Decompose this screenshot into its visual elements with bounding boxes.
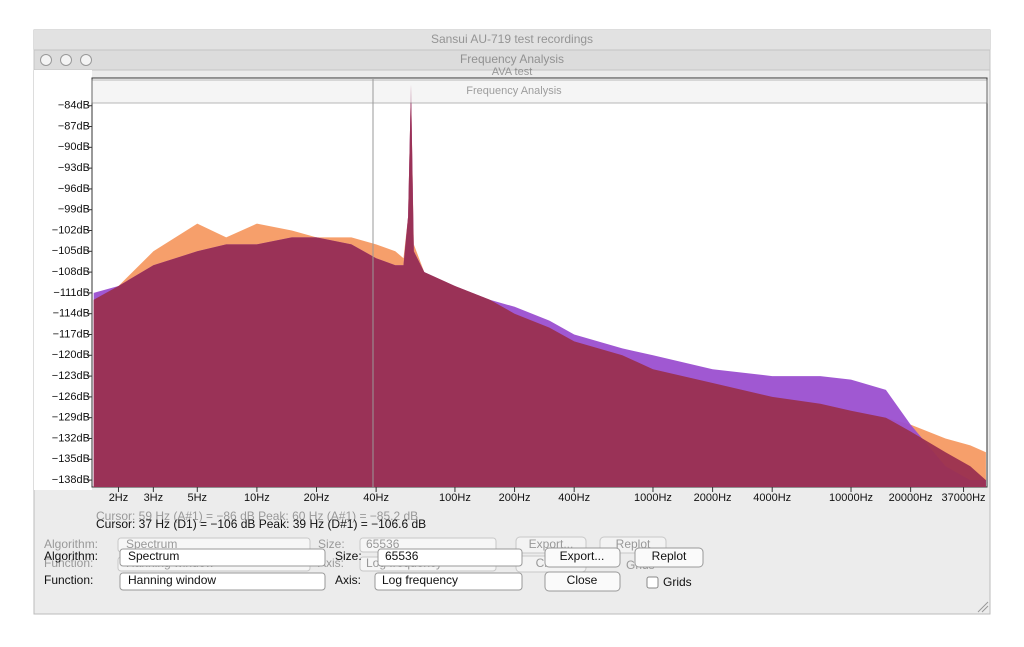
label: Size: [318,537,345,551]
x-tick-label: 37000Hz [942,492,986,504]
y-tick-label: −108dB [52,266,90,278]
label: Size: [335,549,362,563]
y-tick-label: −93dB [58,162,90,174]
y-tick-label: −135dB [52,453,90,465]
x-tick-label: 400Hz [558,492,590,504]
select-value: 65536 [385,549,419,563]
select-value: Log frequency [382,573,458,587]
window-title: Sansui AU-719 test recordings [431,32,593,46]
y-tick-label: −102dB [52,224,90,236]
x-tick-label: 200Hz [499,492,531,504]
cursor-readout: Cursor: 59 Hz (A#1) = −86 dB Peak: 60 Hz… [96,509,418,523]
button-label: Close [567,573,598,587]
label: Axis: [335,573,361,587]
checkbox[interactable] [646,576,659,589]
x-tick-label: 20Hz [304,492,330,504]
close-button[interactable] [40,54,52,66]
title-bar [33,49,991,71]
x-tick-label: 10000Hz [829,492,873,504]
y-tick-label: −90dB [58,141,90,153]
y-axis-panel [34,70,92,490]
x-tick-label: 5Hz [188,492,208,504]
button[interactable] [544,571,621,592]
button-label: Replot [652,549,687,563]
y-tick-label: −96dB [58,183,90,195]
y-tick-label: −117dB [53,328,90,340]
x-tick-label: 20000Hz [889,492,933,504]
label: Function: [44,556,93,570]
select-value: Spectrum [128,549,179,563]
y-tick-label: −129dB [52,412,90,424]
x-tick-label: 2000Hz [694,492,732,504]
select-value: 65536 [366,537,400,551]
y-tick-label: −84dB [58,100,90,112]
y-tick-label: −111dB [53,287,90,299]
label: Function: [44,573,93,587]
y-tick-label: −105dB [52,245,90,257]
y-tick-label: −132dB [52,432,90,444]
button[interactable] [634,547,704,568]
window-title: Frequency Analysis [460,52,564,66]
button-label: Export... [560,549,605,563]
title-bar [34,30,990,50]
y-tick-label: −138dB [52,474,90,486]
y-tick-label: −120dB [52,349,90,361]
select[interactable] [119,572,326,591]
x-tick-label: 3Hz [144,492,164,504]
spectrum-area [93,84,986,487]
y-tick-label: −87dB [58,120,90,132]
cursor-readout: Cursor: 37 Hz (D1) = −106 dB Peak: 39 Hz… [96,517,426,531]
x-tick-label: 40Hz [363,492,389,504]
y-tick-label: −126dB [52,391,90,403]
window-title: Frequency Analysis [466,85,562,97]
minimize-button[interactable] [60,54,72,66]
y-tick-label: −114dB [53,308,90,320]
button[interactable] [544,547,621,568]
select[interactable] [374,572,523,591]
label: Algorithm: [44,537,98,551]
y-tick-label: −99dB [58,204,90,216]
x-tick-label: 100Hz [439,492,471,504]
select[interactable] [119,548,326,567]
select-value: Spectrum [126,537,177,551]
x-tick-label: 1000Hz [634,492,672,504]
x-tick-label: 4000Hz [753,492,791,504]
label: Grids [663,575,692,589]
resize-grip[interactable] [977,601,989,613]
y-tick-label: −123dB [52,370,90,382]
label: Algorithm: [44,549,98,563]
select[interactable] [377,548,523,567]
zoom-button[interactable] [80,54,92,66]
select-value: Hanning window [128,573,216,587]
x-tick-label: 2Hz [109,492,129,504]
window-title: AVA test [492,66,533,78]
inner-title-bar [91,79,988,104]
x-tick-label: 10Hz [244,492,270,504]
